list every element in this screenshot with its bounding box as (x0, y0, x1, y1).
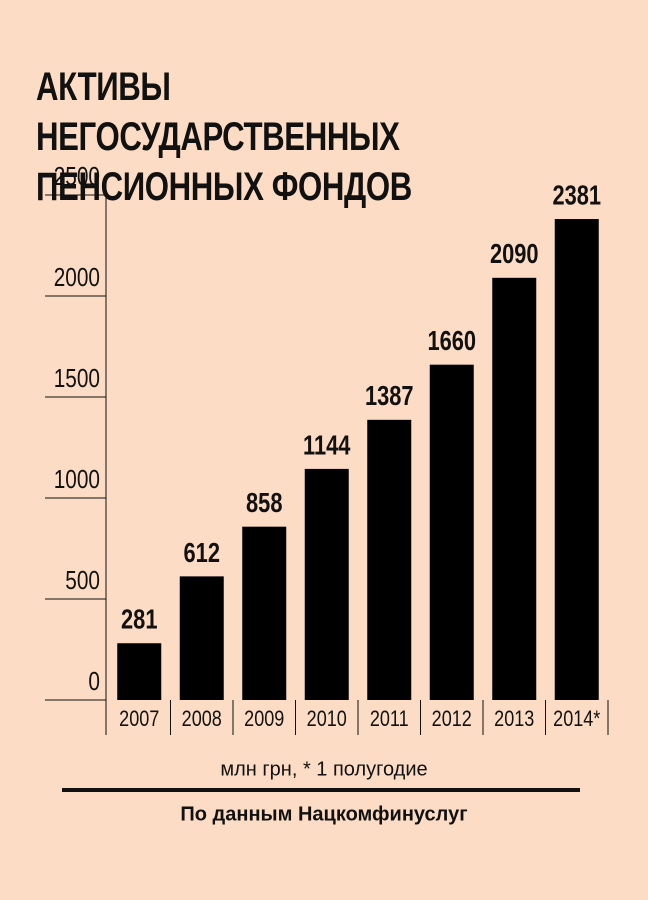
value-label: 858 (246, 488, 282, 519)
x-tick-label: 2007 (119, 707, 159, 731)
x-tick-label: 2011 (370, 707, 409, 731)
value-label: 281 (121, 604, 157, 635)
x-tick-label: 2008 (182, 707, 222, 731)
x-tick-label: 2014* (553, 707, 600, 731)
bar (304, 468, 349, 700)
y-tick-label: 1000 (54, 465, 100, 494)
x-tick-label: 2013 (494, 707, 534, 731)
value-label: 1660 (427, 326, 476, 357)
y-tick-label: 1500 (54, 364, 100, 393)
x-tick-label: 2012 (432, 707, 472, 731)
bar (179, 576, 224, 700)
bar (554, 219, 599, 700)
bar (242, 526, 287, 700)
value-label: 612 (184, 537, 220, 568)
value-label: 2381 (552, 180, 601, 211)
x-tick-label: 2009 (244, 707, 284, 731)
y-tick-label: 2000 (54, 263, 100, 292)
value-label: 1387 (365, 381, 414, 412)
y-tick-label: 500 (65, 566, 100, 595)
chart-title: АКТИВЫ НЕГОСУДАРСТВЕННЫХ ПЕНСИОННЫХ ФОНД… (36, 65, 412, 209)
bar (367, 419, 412, 700)
y-tick-label: 2500 (54, 162, 100, 191)
source: По данным Нацкомфинуслуг (180, 803, 467, 825)
value-label: 1144 (303, 430, 350, 461)
x-tick-label: 2010 (307, 707, 347, 731)
value-label: 2090 (490, 239, 539, 270)
y-tick-label: 0 (88, 667, 100, 696)
unit-note: млн грн, * 1 полугодие (220, 758, 427, 780)
bar (492, 277, 537, 700)
bar (429, 364, 474, 700)
bar (117, 643, 162, 700)
